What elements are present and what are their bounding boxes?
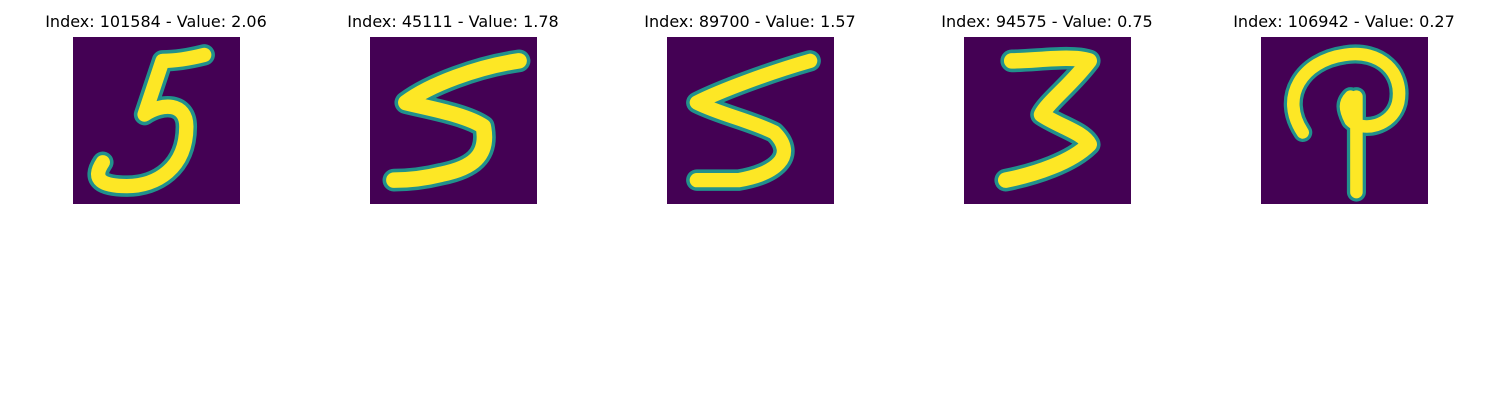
panel-5: Index: 106942 - Value: 0.27: [1214, 0, 1474, 210]
digit-image: [1261, 37, 1428, 204]
panel-title: Index: 101584 - Value: 2.06: [26, 12, 286, 31]
digit-3-stroke: [964, 37, 1131, 204]
panel-title: Index: 89700 - Value: 1.57: [620, 12, 880, 31]
digit-5-stroke: [667, 37, 834, 204]
panel-title: Index: 45111 - Value: 1.78: [323, 12, 583, 31]
panel-2: Index: 45111 - Value: 1.78: [323, 0, 583, 210]
panel-4: Index: 94575 - Value: 0.75: [917, 0, 1177, 210]
panel-3: Index: 89700 - Value: 1.57: [620, 0, 880, 210]
digit-9-stroke: [1261, 37, 1428, 204]
digit-5-stroke: [370, 37, 537, 204]
panel-1: Index: 101584 - Value: 2.06: [26, 0, 286, 210]
panel-title: Index: 94575 - Value: 0.75: [917, 12, 1177, 31]
digit-image: [964, 37, 1131, 204]
digit-image: [667, 37, 834, 204]
digit-5-stroke: [73, 37, 240, 204]
digit-image: [73, 37, 240, 204]
digit-image: [370, 37, 537, 204]
panel-title: Index: 106942 - Value: 0.27: [1214, 12, 1474, 31]
